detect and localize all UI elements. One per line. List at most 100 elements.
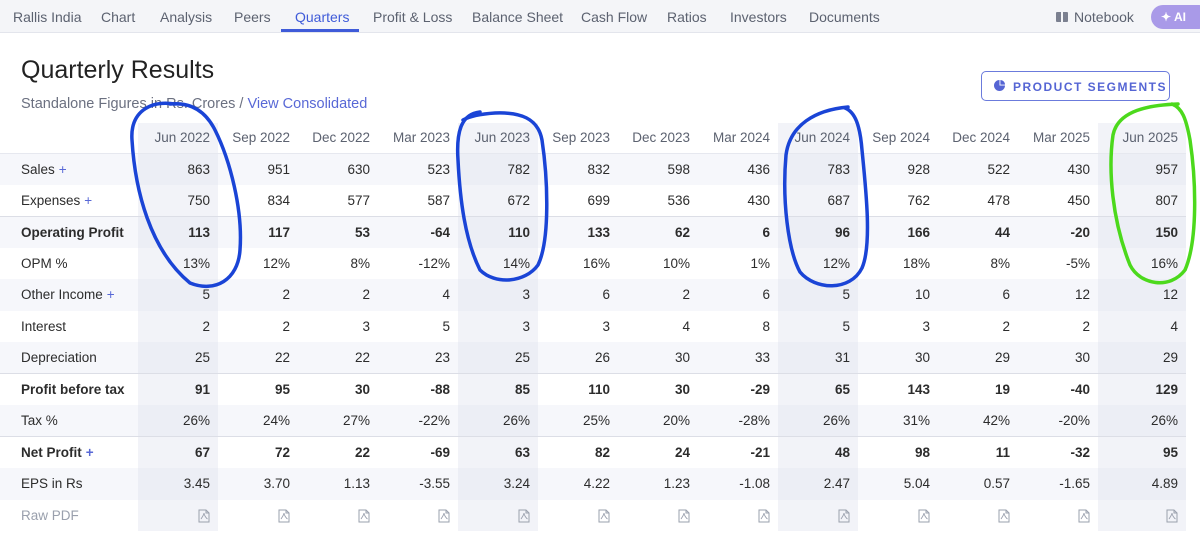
- nav-tab-documents[interactable]: Documents: [809, 9, 880, 25]
- subtitle-text: Standalone Figures in Rs. Crores /: [21, 96, 244, 112]
- table-cell: 42%: [938, 405, 1018, 437]
- table-cell: 150: [1098, 215, 1186, 248]
- row-label: Interest: [0, 311, 138, 343]
- expand-plus-icon[interactable]: +: [58, 161, 67, 177]
- table-cell: 11: [938, 436, 1018, 468]
- table-cell: 31: [778, 342, 858, 374]
- top-navigation: Rallis India Chart Analysis Peers Quarters Pr…: [0, 0, 1200, 33]
- nav-tab-rallis-india[interactable]: Rallis India: [13, 9, 82, 25]
- pdf-file-icon[interactable]: [938, 500, 1018, 532]
- table-cell: 587: [427, 192, 450, 208]
- column-header: Mar 2024: [698, 123, 778, 154]
- table-cell: 0.57: [938, 468, 1018, 500]
- table-cell: 5: [778, 279, 858, 311]
- expand-plus-icon[interactable]: +: [84, 192, 93, 208]
- table-cell: 2: [138, 310, 218, 342]
- row-label-text: Raw PDF: [21, 507, 79, 523]
- pdf-file-icon[interactable]: [138, 499, 218, 531]
- nav-tab-investors[interactable]: Investors: [730, 9, 787, 25]
- row-label-text: Tax %: [21, 413, 58, 428]
- active-tab-indicator: [281, 29, 359, 32]
- table-cell: 4.89: [1098, 468, 1186, 500]
- table-cell: 450: [1067, 192, 1090, 208]
- column-header: Dec 2022: [298, 123, 378, 154]
- notebook-link[interactable]: Notebook: [1074, 9, 1134, 25]
- quarterly-results-table: Jun 2022 Sep 2022 Dec 2022 Mar 2023 Jun 2023…: [0, 123, 1186, 531]
- table-cell: 687: [778, 184, 858, 216]
- row-label: Operating Profit: [0, 215, 138, 248]
- table-cell: 10: [858, 279, 938, 311]
- nav-tab-analysis[interactable]: Analysis: [160, 9, 213, 25]
- table-cell: 30: [618, 373, 698, 405]
- pdf-file-icon[interactable]: [218, 500, 298, 532]
- table-cell: 14%: [458, 247, 538, 279]
- table-cell: 113: [138, 215, 218, 248]
- column-header: Jun 2025: [1098, 123, 1186, 154]
- table-cell: -12%: [418, 255, 450, 271]
- table-cell: 8: [762, 318, 770, 334]
- nav-tab-peers[interactable]: Peers: [234, 9, 271, 25]
- table-cell: 95: [1098, 436, 1186, 468]
- table-cell: 1%: [750, 255, 770, 271]
- table-row: Net Profit +67 72 22 -69 63 82 24 -21 48 98 11 -32 95: [0, 436, 1186, 468]
- table-cell: 48: [778, 436, 858, 468]
- row-label[interactable]: Net Profit +: [0, 436, 138, 468]
- nav-tab-ratios[interactable]: Ratios: [667, 9, 707, 25]
- pdf-file-icon[interactable]: [298, 500, 378, 532]
- table-cell: 29: [1098, 342, 1186, 374]
- table-cell: 6: [698, 215, 778, 248]
- pdf-file-icon[interactable]: [378, 500, 458, 532]
- table-cell: 16%: [1098, 247, 1186, 279]
- header-spacer: [0, 123, 138, 154]
- table-cell: 2: [1002, 318, 1010, 334]
- column-header: Jun 2024: [778, 123, 858, 154]
- nav-tab-quarters[interactable]: Quarters: [295, 9, 350, 25]
- expand-plus-icon[interactable]: +: [85, 445, 94, 460]
- table-cell: 143: [858, 373, 938, 405]
- table-cell: 782: [458, 153, 538, 185]
- table-cell: 1.13: [298, 468, 378, 500]
- table-cell: 3: [362, 318, 370, 334]
- product-segments-button[interactable]: PRODUCT SEGMENTS: [981, 71, 1170, 101]
- column-header: Sep 2022: [218, 123, 298, 154]
- pdf-file-icon[interactable]: [618, 500, 698, 532]
- nav-tab-cash-flow[interactable]: Cash Flow: [581, 9, 648, 25]
- row-label[interactable]: Other Income +: [0, 279, 138, 311]
- table-cell: 27%: [298, 405, 378, 437]
- table-cell: 5: [442, 318, 450, 334]
- notebook-icon[interactable]: [1056, 12, 1068, 22]
- nav-tab-balance-sheet[interactable]: Balance Sheet: [472, 9, 564, 25]
- nav-tab-chart[interactable]: Chart: [101, 9, 136, 25]
- table-cell: 6: [538, 279, 618, 311]
- pdf-file-icon[interactable]: [698, 500, 778, 532]
- column-header: Mar 2025: [1018, 123, 1098, 154]
- table-cell: 29: [938, 342, 1018, 374]
- table-cell: 863: [138, 153, 218, 185]
- pdf-file-icon[interactable]: [458, 499, 538, 531]
- pdf-file-icon[interactable]: [1018, 500, 1098, 532]
- table-cell: 31%: [858, 405, 938, 437]
- view-consolidated-link[interactable]: View Consolidated: [247, 96, 368, 112]
- expand-plus-icon[interactable]: +: [106, 287, 115, 303]
- table-cell: 91: [138, 373, 218, 405]
- table-cell: 2: [298, 279, 378, 311]
- row-label[interactable]: Expenses +: [0, 185, 138, 217]
- table-cell: 20%: [618, 405, 698, 437]
- pdf-file-icon[interactable]: [538, 500, 618, 532]
- row-label: EPS in Rs: [0, 468, 138, 500]
- row-label[interactable]: Sales +: [0, 153, 138, 185]
- pdf-file-icon[interactable]: [858, 500, 938, 532]
- table-cell: -5%: [1065, 255, 1090, 271]
- nav-tab-profit-loss[interactable]: Profit & Loss: [373, 9, 453, 25]
- table-cell: 3.45: [138, 468, 218, 500]
- table-cell: -22%: [378, 405, 458, 437]
- product-segments-label: PRODUCT SEGMENTS: [1013, 80, 1168, 94]
- table-cell: 25: [138, 342, 218, 374]
- table-cell: 762: [907, 192, 930, 208]
- pdf-file-icon[interactable]: [778, 499, 858, 531]
- column-header: Dec 2023: [618, 123, 698, 154]
- ai-button[interactable]: ✦ AI: [1151, 5, 1200, 29]
- pdf-file-icon[interactable]: [1098, 499, 1186, 531]
- table-row: Expenses +750 834 577 587 672 699 536 430 687 762 4…: [0, 184, 1186, 217]
- table-cell: 24%: [218, 405, 298, 437]
